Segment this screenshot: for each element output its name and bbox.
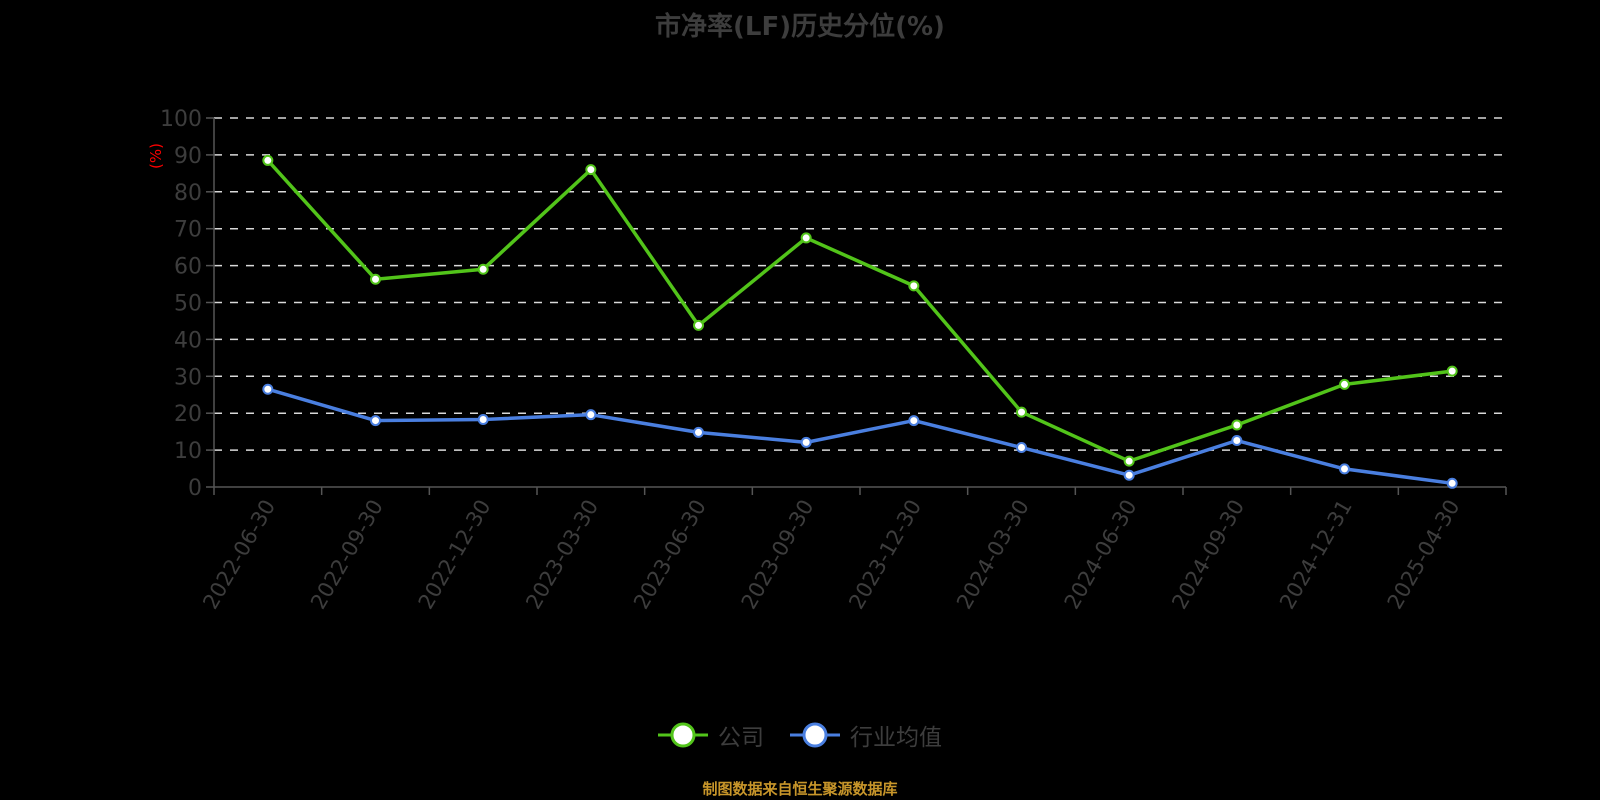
series-line-industry	[267, 387, 1453, 486]
y-tick-label: 80	[174, 181, 202, 206]
data-point[interactable]	[1446, 477, 1458, 489]
data-point[interactable]	[1016, 406, 1027, 418]
data-point[interactable]	[908, 280, 920, 292]
data-point[interactable]	[1231, 419, 1243, 431]
legend-marker-industry-icon	[790, 722, 840, 748]
x-tick-label: 2025-04-30	[1383, 496, 1465, 614]
data-point[interactable]	[1123, 455, 1135, 467]
data-point[interactable]	[908, 415, 920, 427]
data-point[interactable]	[800, 232, 812, 244]
y-tick-label: 70	[174, 218, 202, 243]
data-point[interactable]	[693, 426, 704, 438]
source-note: 制图数据来自恒生聚源数据库	[702, 780, 898, 798]
x-tick-label: 2022-06-30	[198, 496, 280, 614]
legend-marker-company-icon	[658, 722, 708, 748]
x-tick-label: 2023-12-30	[844, 496, 926, 614]
data-point[interactable]	[585, 164, 597, 176]
x-tick-label: 2024-12-31	[1275, 496, 1357, 614]
y-tick-label: 10	[174, 439, 202, 464]
data-point[interactable]	[1446, 365, 1458, 377]
legend-item-industry[interactable]: 行业均值	[790, 718, 942, 752]
y-tick-label: 60	[174, 255, 202, 280]
y-tick-label: 100	[160, 107, 202, 132]
data-point[interactable]	[1339, 378, 1350, 390]
y-tick-label: 90	[174, 144, 202, 169]
data-point[interactable]	[1016, 442, 1027, 454]
data-point[interactable]	[800, 436, 812, 448]
data-point[interactable]	[477, 263, 489, 275]
legend-label-company: 公司	[718, 725, 764, 751]
y-tick-label: 50	[174, 292, 202, 317]
y-tick-label: 0	[188, 476, 202, 501]
data-point[interactable]	[477, 413, 489, 425]
x-tick-label: 2023-06-30	[629, 496, 711, 614]
y-tick-label: 30	[174, 365, 202, 390]
data-point[interactable]	[1231, 435, 1243, 447]
x-tick-label: 2023-03-30	[521, 496, 603, 614]
y-tick-label: 40	[174, 328, 202, 353]
x-tick-label: 2024-09-30	[1167, 496, 1249, 614]
x-tick-label: 2023-09-30	[737, 496, 819, 614]
data-point[interactable]	[693, 319, 704, 331]
x-tick-label: 2024-06-30	[1060, 496, 1142, 614]
x-tick-label: 2022-12-30	[414, 496, 496, 614]
x-tick-label: 2024-03-30	[952, 496, 1034, 614]
legend-label-industry: 行业均值	[850, 725, 942, 751]
data-point[interactable]	[370, 273, 381, 285]
y-axis-unit: (%)	[147, 143, 165, 169]
data-point[interactable]	[1123, 469, 1135, 481]
legend-item-company[interactable]: 公司	[658, 718, 764, 752]
data-point[interactable]	[585, 409, 597, 421]
line-chart: 0 10 20 30 40 50 60 70 80 90 100 (%) 2022-06-30 2022-…	[147, 107, 1507, 614]
data-point[interactable]	[370, 415, 381, 427]
data-point[interactable]	[262, 154, 274, 166]
y-tick-label: 20	[174, 402, 202, 427]
x-tick-label: 2022-09-30	[306, 496, 388, 614]
legend: 公司 行业均值	[0, 718, 1600, 752]
series-line-company	[266, 159, 1453, 463]
chart-title: 市净率(LF)历史分位(%)	[655, 12, 945, 42]
data-point[interactable]	[262, 383, 274, 395]
data-point[interactable]	[1339, 463, 1350, 475]
